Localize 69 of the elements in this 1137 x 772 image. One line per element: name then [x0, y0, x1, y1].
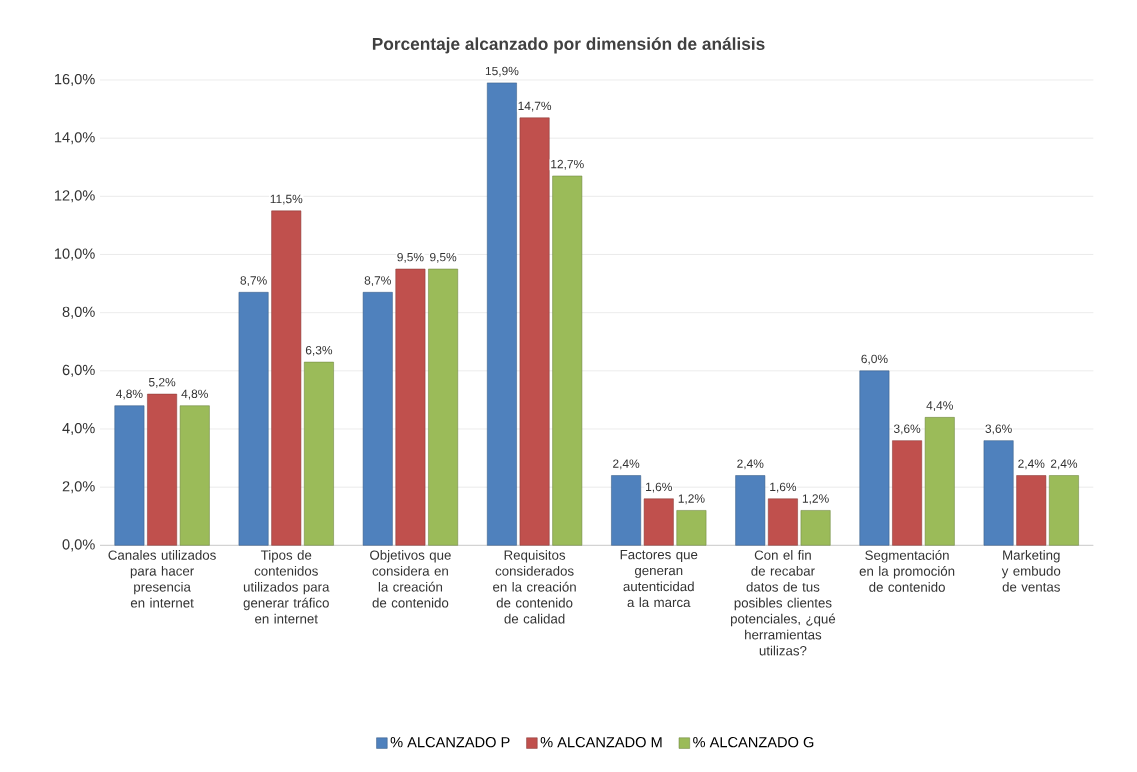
bar [924, 417, 955, 546]
data-label: 8,7% [364, 276, 391, 287]
data-label: 1,6% [646, 482, 672, 493]
bar [643, 498, 674, 546]
bar [519, 117, 550, 546]
bar [552, 175, 583, 546]
y-tick-label: 12,0% [54, 190, 95, 203]
data-label: 6,0% [861, 354, 888, 365]
data-label: 3,6% [985, 424, 1012, 435]
y-tick-label: 0,0% [62, 539, 95, 552]
bar [238, 292, 269, 546]
bar [859, 370, 890, 546]
y-tick-label: 8,0% [62, 306, 95, 319]
legend-label: % ALCANZADO P [390, 737, 510, 748]
data-label: 4,8% [181, 389, 208, 400]
bar [767, 498, 798, 546]
data-label: 4,4% [926, 401, 953, 412]
x-tick-label: Tipos de contenidos utilizados para generar tráfico en internet [243, 550, 330, 624]
data-label: 5,2% [148, 377, 176, 388]
data-label: 1,6% [770, 482, 797, 493]
x-tick-label: Marketing y embudo de ventas [1001, 550, 1061, 592]
bar [800, 510, 831, 546]
bar [486, 82, 517, 546]
data-label: 4,8% [116, 389, 143, 400]
legend-label: % ALCANZADO G [693, 737, 814, 748]
bar [362, 292, 393, 546]
chart-title: Porcentaje alcanzado por dimensión de análisis [372, 37, 765, 54]
bar [676, 510, 707, 546]
bar [428, 268, 459, 546]
bar [983, 440, 1014, 546]
data-label: 2,4% [1018, 459, 1045, 470]
x-tick-label: Factores que generan autenticidad a la marca [620, 550, 698, 608]
y-tick-label: 2,0% [62, 481, 95, 494]
data-label: 2,4% [737, 459, 764, 470]
bar [395, 268, 426, 546]
bar [114, 405, 145, 546]
bar [1016, 475, 1047, 546]
data-label: 14,7% [518, 101, 552, 112]
data-label: 1,2% [678, 494, 705, 505]
data-label: 9,5% [430, 252, 457, 263]
y-tick-label: 14,0% [54, 132, 95, 145]
data-label: 15,9% [485, 66, 519, 77]
bar [303, 361, 334, 546]
bar [1048, 475, 1079, 546]
data-label: 11,5% [270, 194, 303, 205]
bar [892, 440, 923, 546]
bar [611, 475, 642, 546]
bar [179, 405, 210, 546]
data-label: 2,4% [613, 459, 640, 470]
bar [271, 210, 302, 546]
bar [147, 393, 178, 546]
x-tick-label: Requisitos considerados en la creación de contenido de calidad [493, 550, 576, 624]
legend-label: % ALCANZADO M [540, 737, 662, 748]
data-label: 1,2% [802, 494, 829, 505]
y-tick-label: 4,0% [62, 422, 95, 436]
data-label: 8,7% [240, 276, 267, 287]
data-label: 6,3% [305, 345, 333, 356]
x-tick-label: Segmentación en la promoción de contenido [859, 550, 955, 592]
data-label: 12,7% [551, 159, 584, 170]
x-tick-label: Con el fin de recabar datos de tus posibles clientes potenciales, ¿qué herramientas utilizas? [730, 550, 836, 656]
x-tick-label: Canales utilizados para hacer presencia en internet [108, 550, 216, 608]
data-label: 3,6% [893, 424, 921, 435]
data-label: 9,5% [397, 252, 424, 263]
x-tick-label: Objetivos que considera en la creación de contenido [370, 550, 451, 608]
bar [735, 475, 766, 546]
y-tick-label: 6,0% [62, 364, 95, 377]
data-label: 2,4% [1050, 459, 1078, 470]
y-tick-label: 10,0% [54, 248, 95, 261]
y-tick-label: 16,0% [54, 73, 95, 87]
